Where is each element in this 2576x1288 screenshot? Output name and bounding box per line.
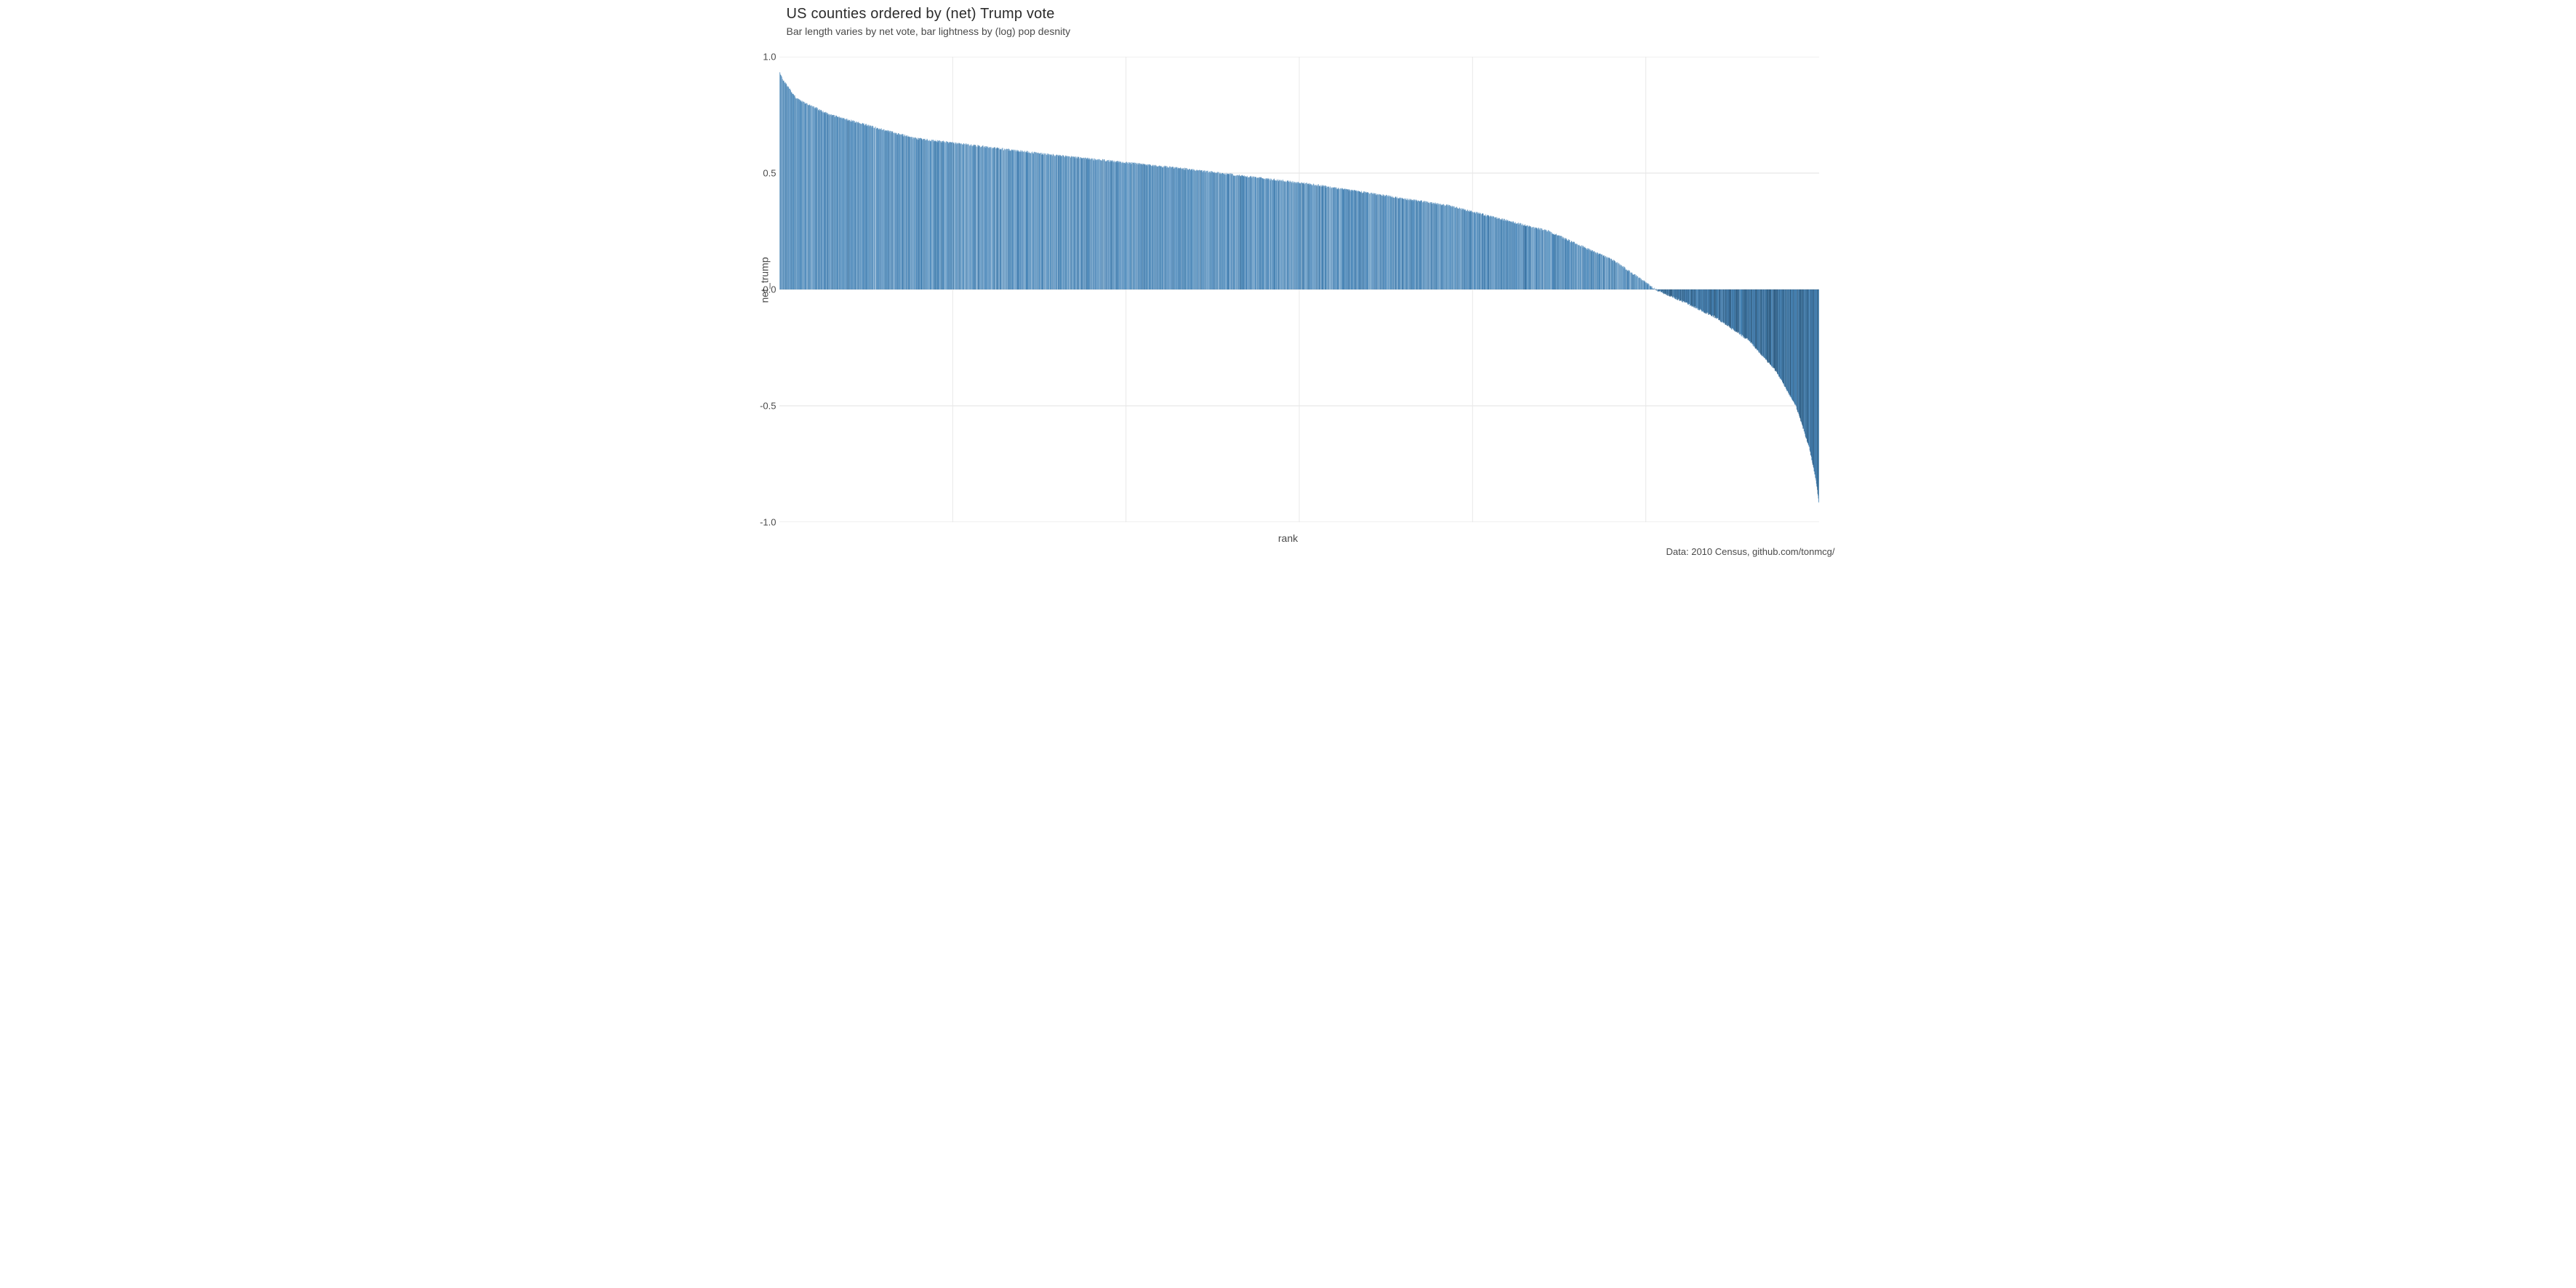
chart-caption: Data: 2010 Census, github.com/tonmcg/ — [1666, 546, 1835, 557]
chart-subtitle: Bar length varies by net vote, bar light… — [787, 25, 1071, 37]
y-tick-labels: -1.0-0.50.00.51.0 — [755, 57, 777, 522]
y-tick-label: 0.0 — [747, 284, 777, 295]
chart-title: US counties ordered by (net) Trump vote — [787, 6, 1071, 23]
y-tick-label: -0.5 — [747, 401, 777, 412]
y-tick-label: -1.0 — [747, 517, 777, 528]
title-block: US counties ordered by (net) Trump vote … — [787, 6, 1071, 37]
plot-panel — [779, 57, 1819, 522]
chart-container: US counties ordered by (net) Trump vote … — [729, 0, 1848, 560]
y-tick-label: 0.5 — [747, 168, 777, 179]
y-tick-label: 1.0 — [747, 52, 777, 63]
x-axis-label: rank — [1278, 532, 1298, 544]
